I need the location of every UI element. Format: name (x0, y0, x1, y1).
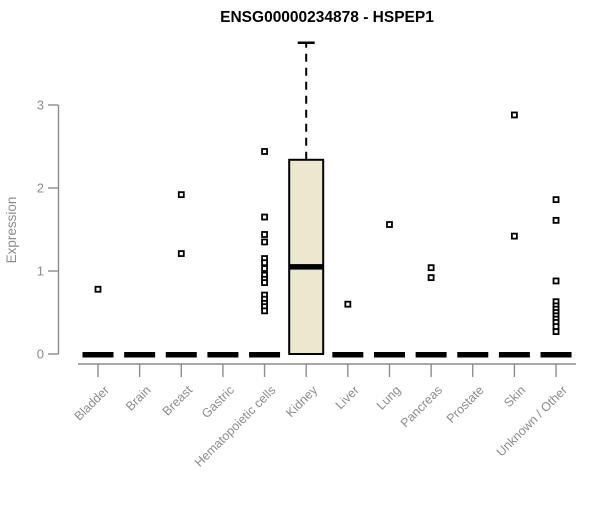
box (288, 158, 325, 355)
boxplot-pancreas (415, 264, 447, 358)
outlier-point (552, 277, 560, 285)
boxplot-unknown-other (540, 196, 572, 358)
outlier-point (344, 300, 352, 308)
boxplot-bladder (82, 285, 114, 358)
chart-title: ENSG00000234878 - HSPEP1 (220, 9, 434, 26)
median-line (457, 352, 489, 358)
x-tick-label-brain: Brain (123, 383, 154, 414)
plot-area (82, 41, 572, 358)
median-line (373, 352, 405, 358)
median-line (289, 264, 324, 270)
outlier-point (510, 111, 518, 119)
outlier-point (261, 279, 268, 287)
median-line (82, 352, 114, 358)
boxplot-liver (332, 300, 364, 358)
boxplot-prostate (457, 352, 489, 358)
boxplot-gastric (207, 352, 239, 358)
boxplot-brain (124, 352, 156, 358)
outlier-point (177, 191, 185, 199)
outlier-point (552, 328, 560, 335)
median-line (415, 352, 447, 358)
median-line (332, 352, 364, 358)
boxplot-hematopoietic-cells (249, 148, 281, 358)
median-line (165, 352, 197, 358)
x-tick-label-lung: Lung (374, 383, 404, 413)
x-tick-label-unknown-other: Unknown / Other (494, 383, 570, 459)
median-line (249, 352, 281, 358)
y-tick-label-0: 0 (37, 347, 44, 362)
median-line (207, 352, 239, 358)
outlier-point (261, 238, 268, 246)
outlier-point (427, 264, 435, 272)
outlier-point (261, 213, 268, 221)
x-tick-label-gastric: Gastric (199, 383, 237, 421)
x-tick-label-hematopoietic-cells: Hematopoietic cells (192, 383, 279, 470)
boxplot-kidney (288, 41, 325, 355)
outlier-point (94, 285, 102, 293)
y-axis-label: Expression (4, 197, 19, 264)
outlier-point (261, 148, 268, 155)
outlier-point (261, 259, 268, 267)
x-tick-label-bladder: Bladder (72, 383, 112, 423)
outlier-point (261, 231, 268, 238)
outlier-point (510, 232, 518, 240)
y-tick-label-1: 1 (37, 264, 44, 279)
outlier-point (261, 265, 268, 272)
y-tick-label-3: 3 (37, 98, 44, 113)
x-tick-label-liver: Liver (333, 383, 362, 412)
outlier-point (386, 221, 393, 228)
outlier-point (177, 250, 185, 257)
outlier-point (552, 196, 560, 204)
outlier-point (261, 307, 268, 315)
x-tick-label-breast: Breast (160, 383, 196, 419)
boxplot-lung (373, 221, 405, 358)
y-tick-label-2: 2 (37, 181, 44, 196)
outlier-point (427, 274, 435, 282)
x-tick-label-pancreas: Pancreas (398, 383, 445, 430)
boxplot-skin (498, 111, 530, 358)
boxplot-breast (165, 191, 197, 358)
outlier-point (552, 216, 560, 224)
median-line (498, 352, 530, 358)
median-line (540, 352, 572, 358)
x-tick-label-prostate: Prostate (444, 383, 487, 426)
median-line (124, 352, 156, 358)
x-tick-label-skin: Skin (501, 383, 528, 410)
x-tick-label-kidney: Kidney (283, 383, 320, 420)
